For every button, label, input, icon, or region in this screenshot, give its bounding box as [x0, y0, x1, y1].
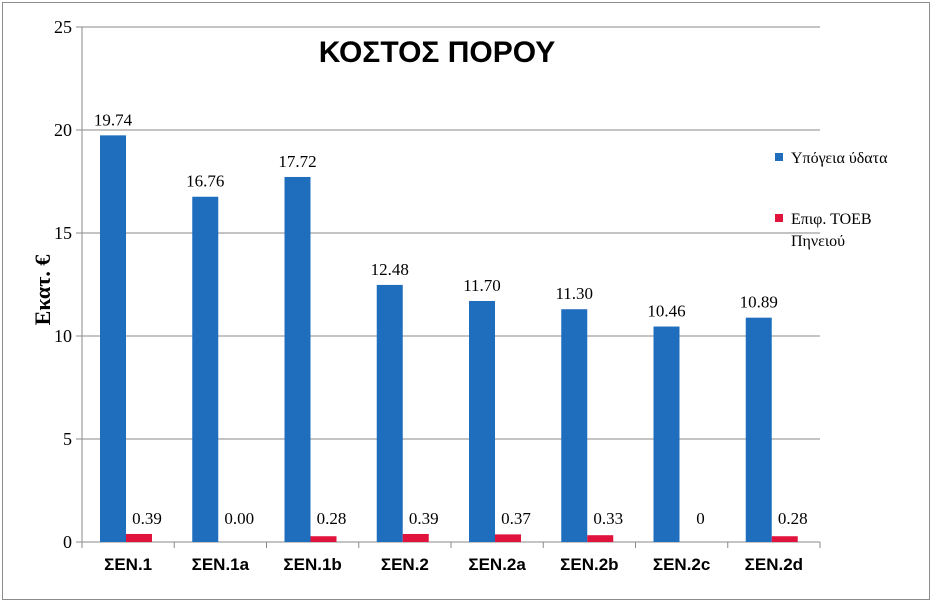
x-tick-label: ΣΕΝ.2 [381, 555, 429, 574]
data-label-groundwater: 11.70 [463, 276, 501, 295]
chart-title: ΚΟΣΤΟΣ ΠΟΡΟΥ [319, 36, 556, 69]
data-label-groundwater: 10.46 [647, 302, 685, 321]
bar-surface-water [587, 535, 614, 542]
data-label-surface-water: 0 [696, 509, 705, 528]
data-label-groundwater: 16.76 [186, 172, 224, 191]
data-label-surface-water: 0.39 [132, 509, 162, 528]
data-label-groundwater: 12.48 [371, 260, 409, 279]
y-tick-label: 15 [54, 223, 72, 243]
bar-groundwater [376, 284, 403, 542]
y-tick-label: 20 [54, 120, 72, 140]
data-label-groundwater: 11.30 [555, 284, 593, 303]
x-tick-label: ΣΕΝ.2b [560, 555, 618, 574]
bar-groundwater [100, 135, 126, 542]
bar-surface-water [310, 536, 337, 542]
x-tick-label: ΣΕΝ.2d [745, 555, 803, 574]
legend-label-surface-water-line1: Επιφ. ΤΟΕΒ [791, 211, 872, 228]
x-axis: ΣΕΝ.1 ΣΕΝ.1a ΣΕΝ.1b ΣΕΝ.2 ΣΕΝ.2a ΣΕΝ.2b ΣΕΝ.2c… [81, 541, 821, 574]
x-tick-label: ΣΕΝ.2a [468, 555, 526, 574]
data-label-surface-water: 0.28 [317, 509, 347, 528]
x-tick-label: ΣΕΝ.1 [104, 555, 152, 574]
bar-surface-water [495, 534, 521, 542]
bar-groundwater [284, 176, 311, 542]
data-labels: 19.74 0.39 16.76 0.00 17.72 0.28 12.48 0.39 11.7… [94, 110, 808, 528]
data-label-surface-water: 0.00 [224, 509, 254, 528]
y-tick-label: 25 [54, 17, 72, 37]
y-tick-label: 5 [63, 429, 72, 449]
legend-swatch-groundwater [775, 153, 783, 161]
x-tick-label: ΣΕΝ.1a [192, 555, 250, 574]
y-tick-label: 0 [63, 532, 72, 552]
data-label-surface-water: 0.33 [593, 509, 623, 528]
bar-groundwater [192, 196, 219, 542]
bar-groundwater [653, 326, 680, 542]
data-label-surface-water: 0.39 [409, 509, 439, 528]
data-label-groundwater: 17.72 [278, 152, 316, 171]
x-tick-label: ΣΕΝ.1b [283, 555, 341, 574]
data-label-surface-water: 0.37 [501, 509, 531, 528]
bar-groundwater [745, 317, 772, 542]
data-label-groundwater: 19.74 [94, 110, 133, 129]
y-axis: 0 5 10 15 20 25 [54, 17, 83, 552]
bar-surface-water [771, 536, 798, 542]
data-label-surface-water: 0.28 [778, 509, 808, 528]
legend-label-surface-water: Επιφ. ΤΟΕΒ Πηνειού [791, 211, 876, 250]
bar-groundwater [469, 300, 495, 542]
bar-surface-water [402, 533, 429, 542]
x-tick-label: ΣΕΝ.2c [653, 555, 710, 574]
legend-label-groundwater: Υπόγεια ύδατα [791, 150, 888, 167]
y-axis-label: Εκατ. € [30, 255, 55, 326]
y-tick-label: 10 [54, 326, 72, 346]
bars [100, 135, 798, 542]
bar-surface-water [126, 533, 152, 542]
legend-label-surface-water-line2: Πηνειού [791, 233, 845, 250]
data-label-groundwater: 10.89 [740, 293, 778, 312]
legend: Υπόγεια ύδατα Επιφ. ΤΟΕΒ Πηνειού [775, 150, 888, 250]
legend-swatch-surface-water [775, 214, 783, 222]
bar-groundwater [561, 309, 588, 542]
